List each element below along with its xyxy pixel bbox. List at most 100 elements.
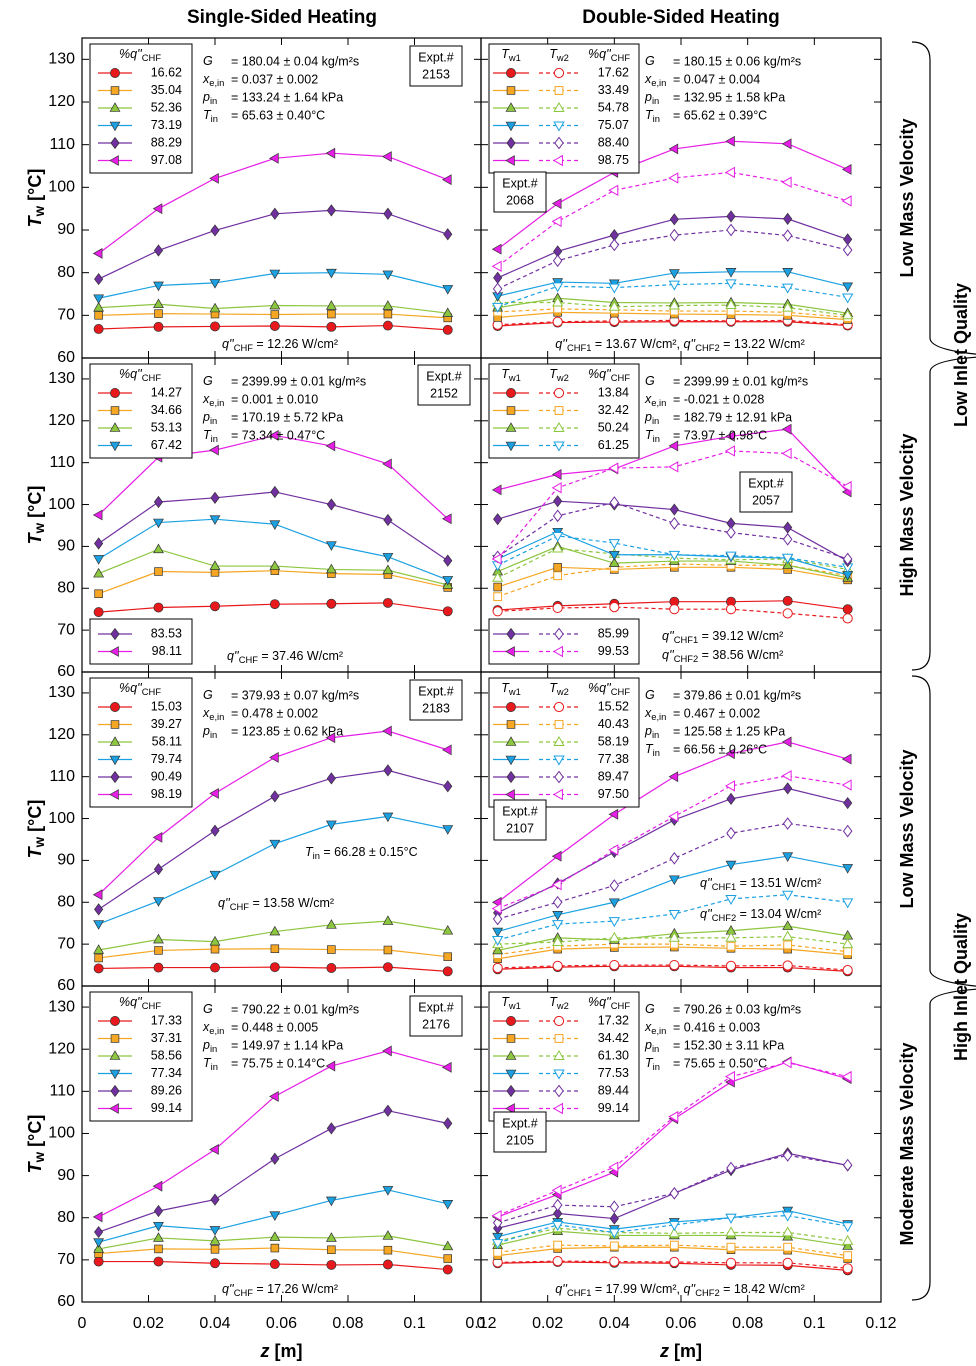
text-part: w2 bbox=[556, 373, 569, 383]
info-text: = 180.04 ± 0.04 kg/m²s bbox=[231, 54, 359, 68]
legend-label: 99.14 bbox=[151, 1101, 182, 1115]
text-part: = 13.04 W/cm² bbox=[736, 907, 821, 921]
text-part: T bbox=[549, 47, 558, 61]
marker bbox=[506, 1034, 516, 1043]
text-part: x bbox=[202, 706, 210, 720]
marker bbox=[382, 1230, 394, 1240]
y-tick-label: 130 bbox=[48, 998, 75, 1015]
x-tick-label: 0.12 bbox=[865, 1315, 896, 1332]
x-tick-label: 0.12 bbox=[465, 1315, 496, 1332]
marker bbox=[109, 646, 119, 657]
marker bbox=[725, 1226, 737, 1237]
marker bbox=[668, 280, 681, 291]
marker bbox=[781, 176, 792, 188]
expt-box bbox=[409, 679, 463, 721]
expt-box bbox=[409, 995, 463, 1037]
marker bbox=[553, 755, 565, 766]
marker bbox=[491, 243, 502, 255]
text-part: = 13.22 W/cm² bbox=[720, 337, 805, 351]
marker bbox=[551, 920, 564, 931]
marker bbox=[608, 462, 619, 474]
marker bbox=[382, 915, 394, 925]
text-part: CHF1 bbox=[567, 343, 591, 353]
marker bbox=[552, 1198, 563, 1212]
marker bbox=[505, 441, 517, 452]
marker bbox=[553, 495, 563, 508]
legend-label: 13.84 bbox=[598, 385, 629, 399]
text-part: w1 bbox=[508, 373, 521, 383]
info-symbol: pin bbox=[644, 90, 659, 106]
marker bbox=[443, 1254, 453, 1263]
marker bbox=[327, 945, 336, 954]
marker bbox=[109, 441, 121, 452]
series-line bbox=[497, 215, 848, 279]
text-part: w1 bbox=[508, 1001, 521, 1011]
marker bbox=[209, 870, 221, 881]
marker bbox=[92, 248, 103, 259]
marker bbox=[92, 889, 103, 901]
y-tick-label: 130 bbox=[48, 684, 75, 701]
marker bbox=[782, 229, 793, 242]
info-symbol: G bbox=[203, 54, 213, 68]
marker bbox=[209, 1226, 221, 1236]
legend-label: 32.42 bbox=[598, 403, 629, 417]
marker bbox=[552, 509, 563, 523]
marker bbox=[382, 1259, 393, 1270]
marker bbox=[325, 1060, 336, 1072]
marker bbox=[442, 966, 453, 977]
marker bbox=[382, 151, 392, 163]
marker bbox=[383, 764, 393, 777]
marker bbox=[93, 555, 105, 565]
marker bbox=[551, 468, 562, 480]
marker bbox=[842, 1240, 854, 1250]
marker bbox=[843, 796, 853, 810]
marker bbox=[551, 542, 564, 553]
marker bbox=[553, 1240, 563, 1250]
text-part: T bbox=[25, 531, 45, 544]
marker bbox=[782, 817, 793, 830]
info-text: = 125.58 ± 1.25 kPa bbox=[673, 724, 785, 738]
marker bbox=[153, 1204, 164, 1218]
info-text: = 65.63 ± 0.40°C bbox=[231, 108, 325, 122]
marker bbox=[726, 941, 736, 951]
info-symbol: xe,in bbox=[644, 72, 666, 88]
marker bbox=[553, 121, 565, 132]
legend-label: 89.47 bbox=[598, 769, 629, 783]
marker bbox=[554, 86, 564, 95]
marker bbox=[668, 172, 679, 184]
info-text: = 73.34 ± 0.47°C bbox=[231, 428, 325, 442]
info-symbol: Tin bbox=[645, 1056, 660, 1072]
marker bbox=[153, 1256, 164, 1267]
marker bbox=[668, 299, 681, 310]
marker bbox=[725, 604, 737, 615]
legend-label: 58.19 bbox=[598, 734, 629, 748]
legend-label: 61.25 bbox=[598, 438, 629, 452]
expt-box bbox=[493, 799, 547, 841]
marker bbox=[441, 744, 452, 756]
column-title: Double-Sided Heating bbox=[582, 7, 779, 28]
text-part: q'' bbox=[555, 337, 567, 351]
marker bbox=[506, 1016, 516, 1026]
marker bbox=[552, 960, 563, 972]
marker bbox=[109, 422, 121, 432]
marker bbox=[725, 860, 737, 871]
legend-label: 16.62 bbox=[151, 65, 182, 79]
marker bbox=[781, 1211, 794, 1222]
text-part: q'' bbox=[683, 1282, 695, 1296]
legend-label: 15.52 bbox=[598, 699, 629, 713]
text-part: z bbox=[659, 1341, 669, 1361]
marker bbox=[441, 513, 452, 525]
text-part: G bbox=[645, 374, 655, 388]
text-part: = 37.46 W/cm² bbox=[258, 649, 343, 663]
marker bbox=[441, 174, 452, 186]
expt-box bbox=[417, 364, 471, 406]
text-part: e,in bbox=[651, 78, 666, 88]
marker bbox=[383, 1245, 393, 1255]
legend-label: 34.42 bbox=[598, 1031, 629, 1045]
marker bbox=[110, 68, 120, 78]
marker bbox=[668, 875, 680, 886]
marker bbox=[491, 1209, 502, 1222]
text-part: w2 bbox=[556, 1001, 569, 1011]
marker bbox=[725, 299, 737, 310]
info-symbol: G bbox=[645, 374, 655, 388]
